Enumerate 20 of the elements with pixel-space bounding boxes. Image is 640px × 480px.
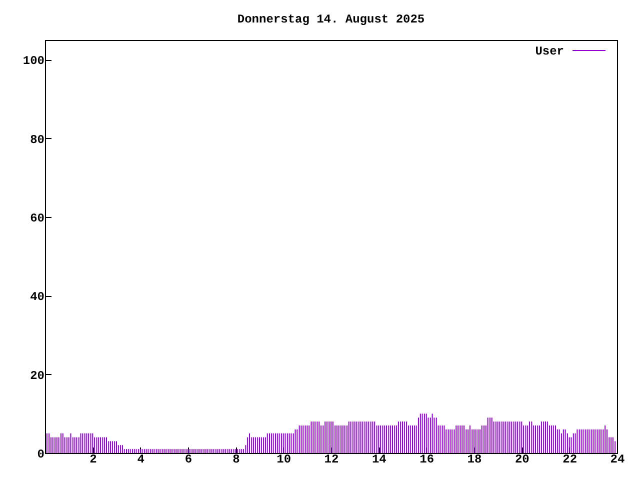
y-tick-label: 100	[22, 54, 44, 68]
y-tick-label: 60	[30, 212, 44, 226]
x-tick-label: 16	[420, 452, 434, 466]
x-tick-label: 6	[184, 452, 192, 466]
x-tick-label: 14	[372, 452, 386, 466]
y-tick-label: 40	[30, 290, 44, 304]
x-tick-label: 12	[324, 452, 339, 466]
y-tick-label: 80	[30, 132, 44, 147]
x-tick-label: 24	[610, 452, 625, 466]
x-tick-label: 2	[90, 452, 97, 466]
x-tick-label: 18	[467, 452, 482, 466]
x-tick-label: 4	[137, 452, 144, 466]
y-tick-label: 0	[37, 448, 44, 462]
x-tick-label: 20	[514, 452, 530, 466]
y-tick-label: 20	[30, 368, 44, 383]
x-tick-label: 22	[562, 452, 578, 466]
x-tick-label: 10	[276, 452, 292, 466]
chart-title: Donnerstag 14. August 2025	[237, 12, 425, 26]
x-tick-label: 8	[232, 452, 240, 466]
legend-label: User	[535, 44, 564, 58]
